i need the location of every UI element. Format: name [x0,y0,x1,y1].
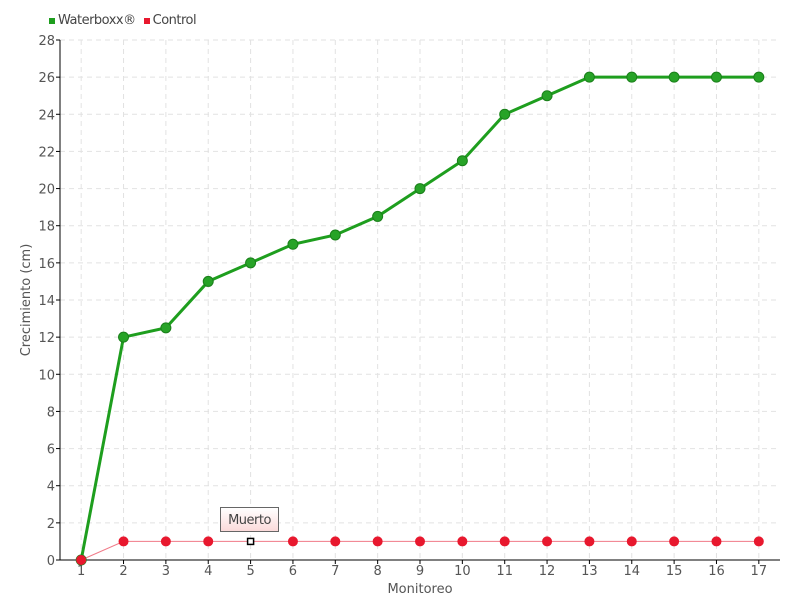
data-point-waterboxx [202,275,214,287]
data-point-control [76,555,87,565]
data-point-control [669,536,680,547]
y-tick-label: 10 [38,368,55,383]
data-point-control [118,536,129,547]
legend-swatch [143,17,150,24]
data-point-waterboxx [287,238,299,250]
data-point-control [711,536,722,547]
data-point-control [287,536,298,547]
y-tick-label: 0 [47,554,55,569]
y-tick-label: 24 [38,108,55,123]
data-point-control [753,536,764,547]
legend-item-waterboxx[interactable]: Waterboxx® [49,13,136,28]
data-point-control [372,536,383,547]
x-tick-label: 9 [416,564,424,579]
data-point-control [160,536,171,547]
y-tick-label: 14 [38,294,55,309]
y-tick-label: 6 [47,443,55,458]
x-tick-label: 15 [666,564,683,579]
data-point-control [415,536,425,547]
x-tick-label: 14 [623,564,640,579]
x-tick-label: 8 [374,564,382,579]
data-point-control [499,536,510,547]
x-tick-label: 3 [162,564,170,579]
y-tick-label: 2 [47,517,55,532]
data-point-waterboxx [372,210,384,222]
y-tick-label: 4 [47,480,55,495]
x-tick-label: 4 [204,564,212,579]
data-point-control [584,536,595,547]
data-point-control [457,536,468,547]
x-tick-label: 11 [496,564,513,579]
y-tick-label: 20 [38,183,55,198]
data-point-waterboxx [583,71,595,83]
data-point-waterboxx [710,71,722,83]
x-axis-label: Monitoreo [387,582,452,597]
x-tick-label: 2 [119,564,127,579]
data-point-waterboxx [753,71,765,83]
x-tick-label: 13 [581,564,598,579]
x-tick-label: 12 [539,564,556,579]
y-axis-label: Crecimiento (cm) [19,244,34,357]
legend-item-control[interactable]: Control [143,13,197,28]
y-tick-label: 22 [38,145,55,160]
data-point-control [626,536,637,547]
data-point-waterboxx [499,108,511,120]
data-point-waterboxx [329,229,341,241]
x-tick-label: 7 [331,564,339,579]
x-tick-label: 6 [289,564,297,579]
data-point-waterboxx [245,257,257,269]
x-tick-label: 16 [708,564,725,579]
legend-swatch [49,17,55,24]
data-point-waterboxx [668,71,680,83]
data-point-control [542,536,553,547]
annotated-point [246,537,255,546]
annotation-tooltip: Muerto [220,507,279,532]
legend: Waterboxx® Control [49,13,197,28]
data-point-control [330,536,341,547]
y-tick-label: 12 [38,331,55,346]
data-point-waterboxx [626,71,638,83]
y-tick-label: 26 [38,71,55,86]
y-tick-label: 18 [38,220,55,235]
data-point-waterboxx [118,331,130,343]
y-tick-label: 16 [38,257,55,272]
data-point-waterboxx [414,183,426,195]
legend-label: Control [152,13,197,28]
x-tick-label: 5 [246,564,254,579]
data-point-waterboxx [456,155,468,167]
x-tick-label: 1 [77,564,85,579]
legend-label: Waterboxx® [58,13,136,28]
data-point-control [203,536,214,547]
data-point-waterboxx [160,322,172,334]
y-tick-label: 28 [38,34,55,49]
x-tick-label: 10 [454,564,471,579]
y-tick-label: 8 [47,405,55,420]
x-tick-label: 17 [751,564,768,579]
data-point-waterboxx [541,90,553,102]
